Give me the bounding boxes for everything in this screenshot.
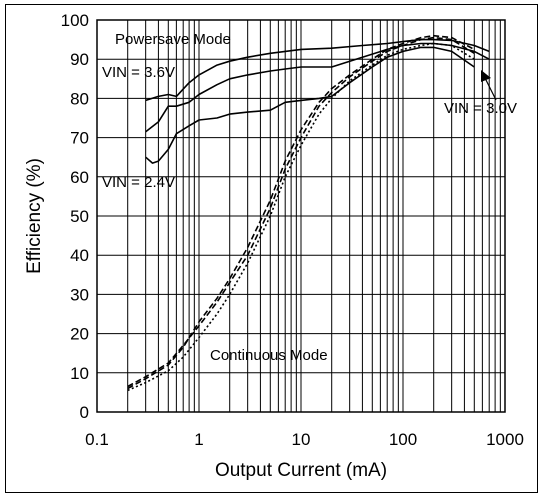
series-line-continuous-3-0v xyxy=(127,36,475,388)
annotation-vin-3-6: VIN = 3.6V xyxy=(102,64,175,81)
series-line-powersave-2-4v xyxy=(145,46,475,164)
series-line-powersave-3-6v xyxy=(145,38,490,102)
annotation-vin-2-4: VIN = 2.4V xyxy=(102,174,175,191)
x-axis-title: Output Current (mA) xyxy=(215,460,387,481)
x-tick-label: 1000 xyxy=(486,430,524,449)
y-tick-label: 30 xyxy=(70,285,89,304)
series-line-powersave-3-0v xyxy=(145,42,490,133)
plot-area-border xyxy=(96,19,506,413)
y-tick-label: 0 xyxy=(80,403,89,422)
series-group xyxy=(127,34,490,392)
x-tick-label: 1 xyxy=(194,430,203,449)
y-tick-labels: 0 10 20 30 40 50 60 70 80 90 100 xyxy=(61,11,89,422)
y-tick-label: 20 xyxy=(70,325,89,344)
y-tick-label: 100 xyxy=(61,11,89,30)
y-tick-label: 80 xyxy=(70,89,89,108)
annotation-arrow-head xyxy=(481,70,491,82)
y-tick-label: 50 xyxy=(70,207,89,226)
series-line-continuous-2-4v xyxy=(127,42,475,392)
y-axis-title: Efficiency (%) xyxy=(24,158,45,274)
x-tick-label: 0.1 xyxy=(85,430,109,449)
annotation-powersave-mode: Powersave Mode xyxy=(115,31,231,48)
annotation-arrow-line xyxy=(484,77,497,101)
grid xyxy=(97,20,505,412)
y-tick-label: 40 xyxy=(70,246,89,265)
x-tick-labels: 0.1 1 10 100 1000 xyxy=(85,430,524,449)
x-tick-label: 10 xyxy=(292,430,311,449)
annotation-continuous-mode: Continuous Mode xyxy=(210,347,328,364)
y-tick-label: 10 xyxy=(70,364,89,383)
annotation-vin-3-0: VIN = 3.0V xyxy=(444,100,517,117)
outer-frame xyxy=(5,4,538,493)
x-tick-label: 100 xyxy=(389,430,417,449)
y-tick-label: 60 xyxy=(70,168,89,187)
series-line-continuous-3-6v xyxy=(127,34,475,390)
y-tick-label: 70 xyxy=(70,129,89,148)
y-tick-label: 90 xyxy=(70,50,89,69)
